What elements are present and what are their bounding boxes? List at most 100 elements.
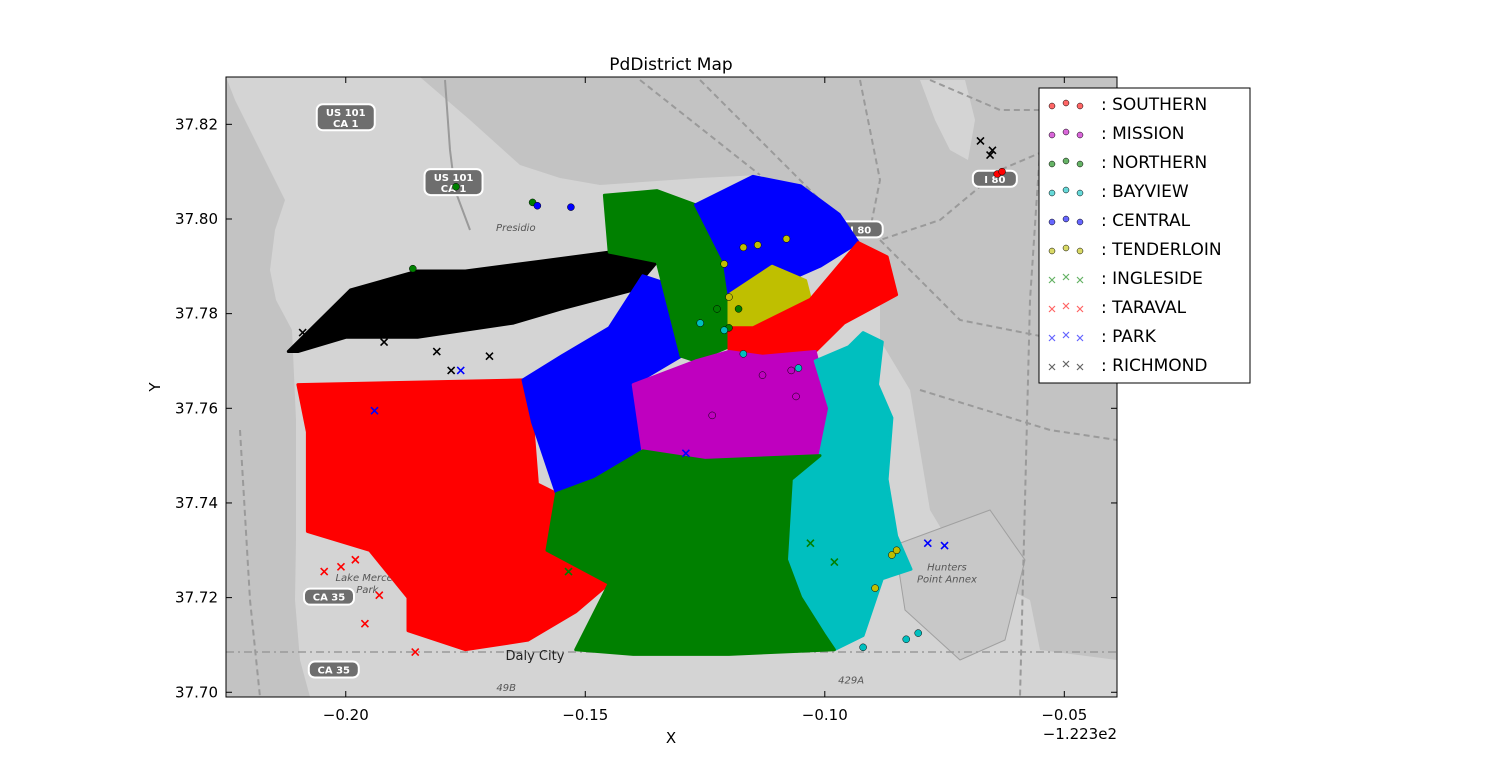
scatter-point-o xyxy=(792,392,800,401)
legend-marker xyxy=(1076,305,1084,313)
scatter-point-x xyxy=(360,619,369,628)
legend-marker xyxy=(1062,157,1070,165)
route-shield xyxy=(315,103,376,132)
legend-entry: : RICHMOND xyxy=(1048,356,1207,376)
x-axis: −0.20 −0.15 −0.10 −0.05 xyxy=(323,77,1087,724)
legend-marker xyxy=(1062,99,1070,107)
legend-marker xyxy=(1062,215,1070,223)
scatter-point-o xyxy=(734,305,743,313)
route-label: US 101 xyxy=(434,173,474,184)
scatter-point-x xyxy=(370,406,379,415)
place-label: Lake Merced xyxy=(335,573,399,584)
legend-marker xyxy=(1062,302,1070,310)
legend-marker xyxy=(1062,128,1070,136)
route-label: CA 35 xyxy=(313,593,346,604)
legend-marker xyxy=(1048,102,1056,110)
district-regions xyxy=(286,174,913,656)
legend-entry: : SOUTHERN xyxy=(1048,95,1207,115)
scatter-point-o xyxy=(758,371,767,379)
legend-marker xyxy=(1076,131,1084,139)
map-road xyxy=(239,429,261,697)
scatter-point-x xyxy=(432,347,441,356)
legend-box xyxy=(1038,87,1251,384)
legend-marker xyxy=(1062,273,1070,281)
scatter-point-o xyxy=(739,350,748,358)
map-road xyxy=(1019,149,1041,697)
route-label-sub: CA 1 xyxy=(333,119,359,130)
scatter-point-o xyxy=(782,235,791,243)
scatter-point-o xyxy=(787,366,796,375)
scatter-point-o xyxy=(713,305,721,313)
legend-label: : MISSION xyxy=(1101,124,1185,144)
scatter-point-o xyxy=(720,260,728,268)
district-region xyxy=(521,274,683,495)
scatter-point-x xyxy=(806,539,815,548)
scatter-point-o xyxy=(871,584,879,592)
scatter-point-x xyxy=(351,555,360,564)
scatter-point-o xyxy=(725,293,733,301)
legend-label: : TARAVAL xyxy=(1101,298,1187,318)
scatter-points xyxy=(298,136,1006,657)
scatter-point-o xyxy=(452,183,460,191)
legend-entry: : BAYVIEW xyxy=(1048,182,1189,202)
x-axis-label: X xyxy=(666,729,676,747)
legend-marker xyxy=(1048,247,1056,255)
scatter-point-o xyxy=(567,203,575,211)
y-tick-label: 37.70 xyxy=(175,683,218,701)
scatter-point-o xyxy=(720,326,728,334)
scatter-point-x xyxy=(976,136,985,145)
legend-label: : SOUTHERN xyxy=(1101,95,1207,115)
place-label-sub: Point Annex xyxy=(917,575,977,586)
scatter-point-o xyxy=(696,319,704,327)
scatter-point-x xyxy=(298,328,307,337)
legend-label: : TENDERLOIN xyxy=(1101,240,1222,260)
scatter-point-x xyxy=(985,151,995,160)
scatter-point-o xyxy=(914,629,922,637)
route-shield xyxy=(423,168,484,197)
route-label: US 101 xyxy=(326,108,366,119)
legend-marker xyxy=(1048,189,1056,197)
scatter-point-x xyxy=(320,567,329,576)
scatter-point-o xyxy=(859,643,867,652)
y-tick-label: 37.80 xyxy=(175,210,218,228)
place-label: Hunters xyxy=(927,563,967,574)
scatter-point-x xyxy=(940,541,949,550)
map-road xyxy=(919,389,1117,441)
chart-title: PdDistrict Map xyxy=(609,55,732,75)
district-region xyxy=(545,449,836,656)
place-label: 429A xyxy=(838,676,864,687)
y-tick-label: 37.74 xyxy=(175,494,218,512)
y-tick-label: 37.72 xyxy=(175,589,218,607)
route-shield xyxy=(971,169,1018,188)
scatter-point-o xyxy=(409,264,417,273)
scatter-point-o xyxy=(902,635,910,644)
x-tick-label: −0.20 xyxy=(323,706,369,724)
scatter-point-o xyxy=(533,201,542,210)
scatter-point-x xyxy=(830,558,839,567)
y-tick-label: 37.78 xyxy=(175,305,218,323)
y-tick-label: 37.82 xyxy=(175,115,218,133)
legend-label: : RICHMOND xyxy=(1101,356,1207,376)
place-label-sub: Park xyxy=(356,585,379,596)
route-label: CA 35 xyxy=(318,666,351,677)
legend-marker xyxy=(1076,218,1084,226)
legend-label: : CENTRAL xyxy=(1101,211,1191,231)
scatter-point-x xyxy=(408,290,417,299)
scatter-point-o xyxy=(888,551,896,559)
x-offset-label: −1.223e2 xyxy=(1043,725,1117,743)
legend-marker xyxy=(1062,244,1070,252)
route-label: I 80 xyxy=(984,175,1005,186)
legend-marker xyxy=(1076,160,1084,168)
legend-marker xyxy=(1076,102,1084,110)
x-tick-label: −0.10 xyxy=(802,706,848,724)
scatter-point-o xyxy=(998,167,1006,176)
legend-marker xyxy=(1076,334,1084,342)
y-tick-label: 37.76 xyxy=(175,399,218,417)
legend-marker xyxy=(1048,160,1056,168)
legend-entry: : MISSION xyxy=(1048,124,1185,144)
scatter-point-x xyxy=(485,352,494,361)
legend-marker xyxy=(1048,305,1056,313)
scatter-point-x xyxy=(564,567,573,576)
legend-marker xyxy=(1076,189,1084,197)
